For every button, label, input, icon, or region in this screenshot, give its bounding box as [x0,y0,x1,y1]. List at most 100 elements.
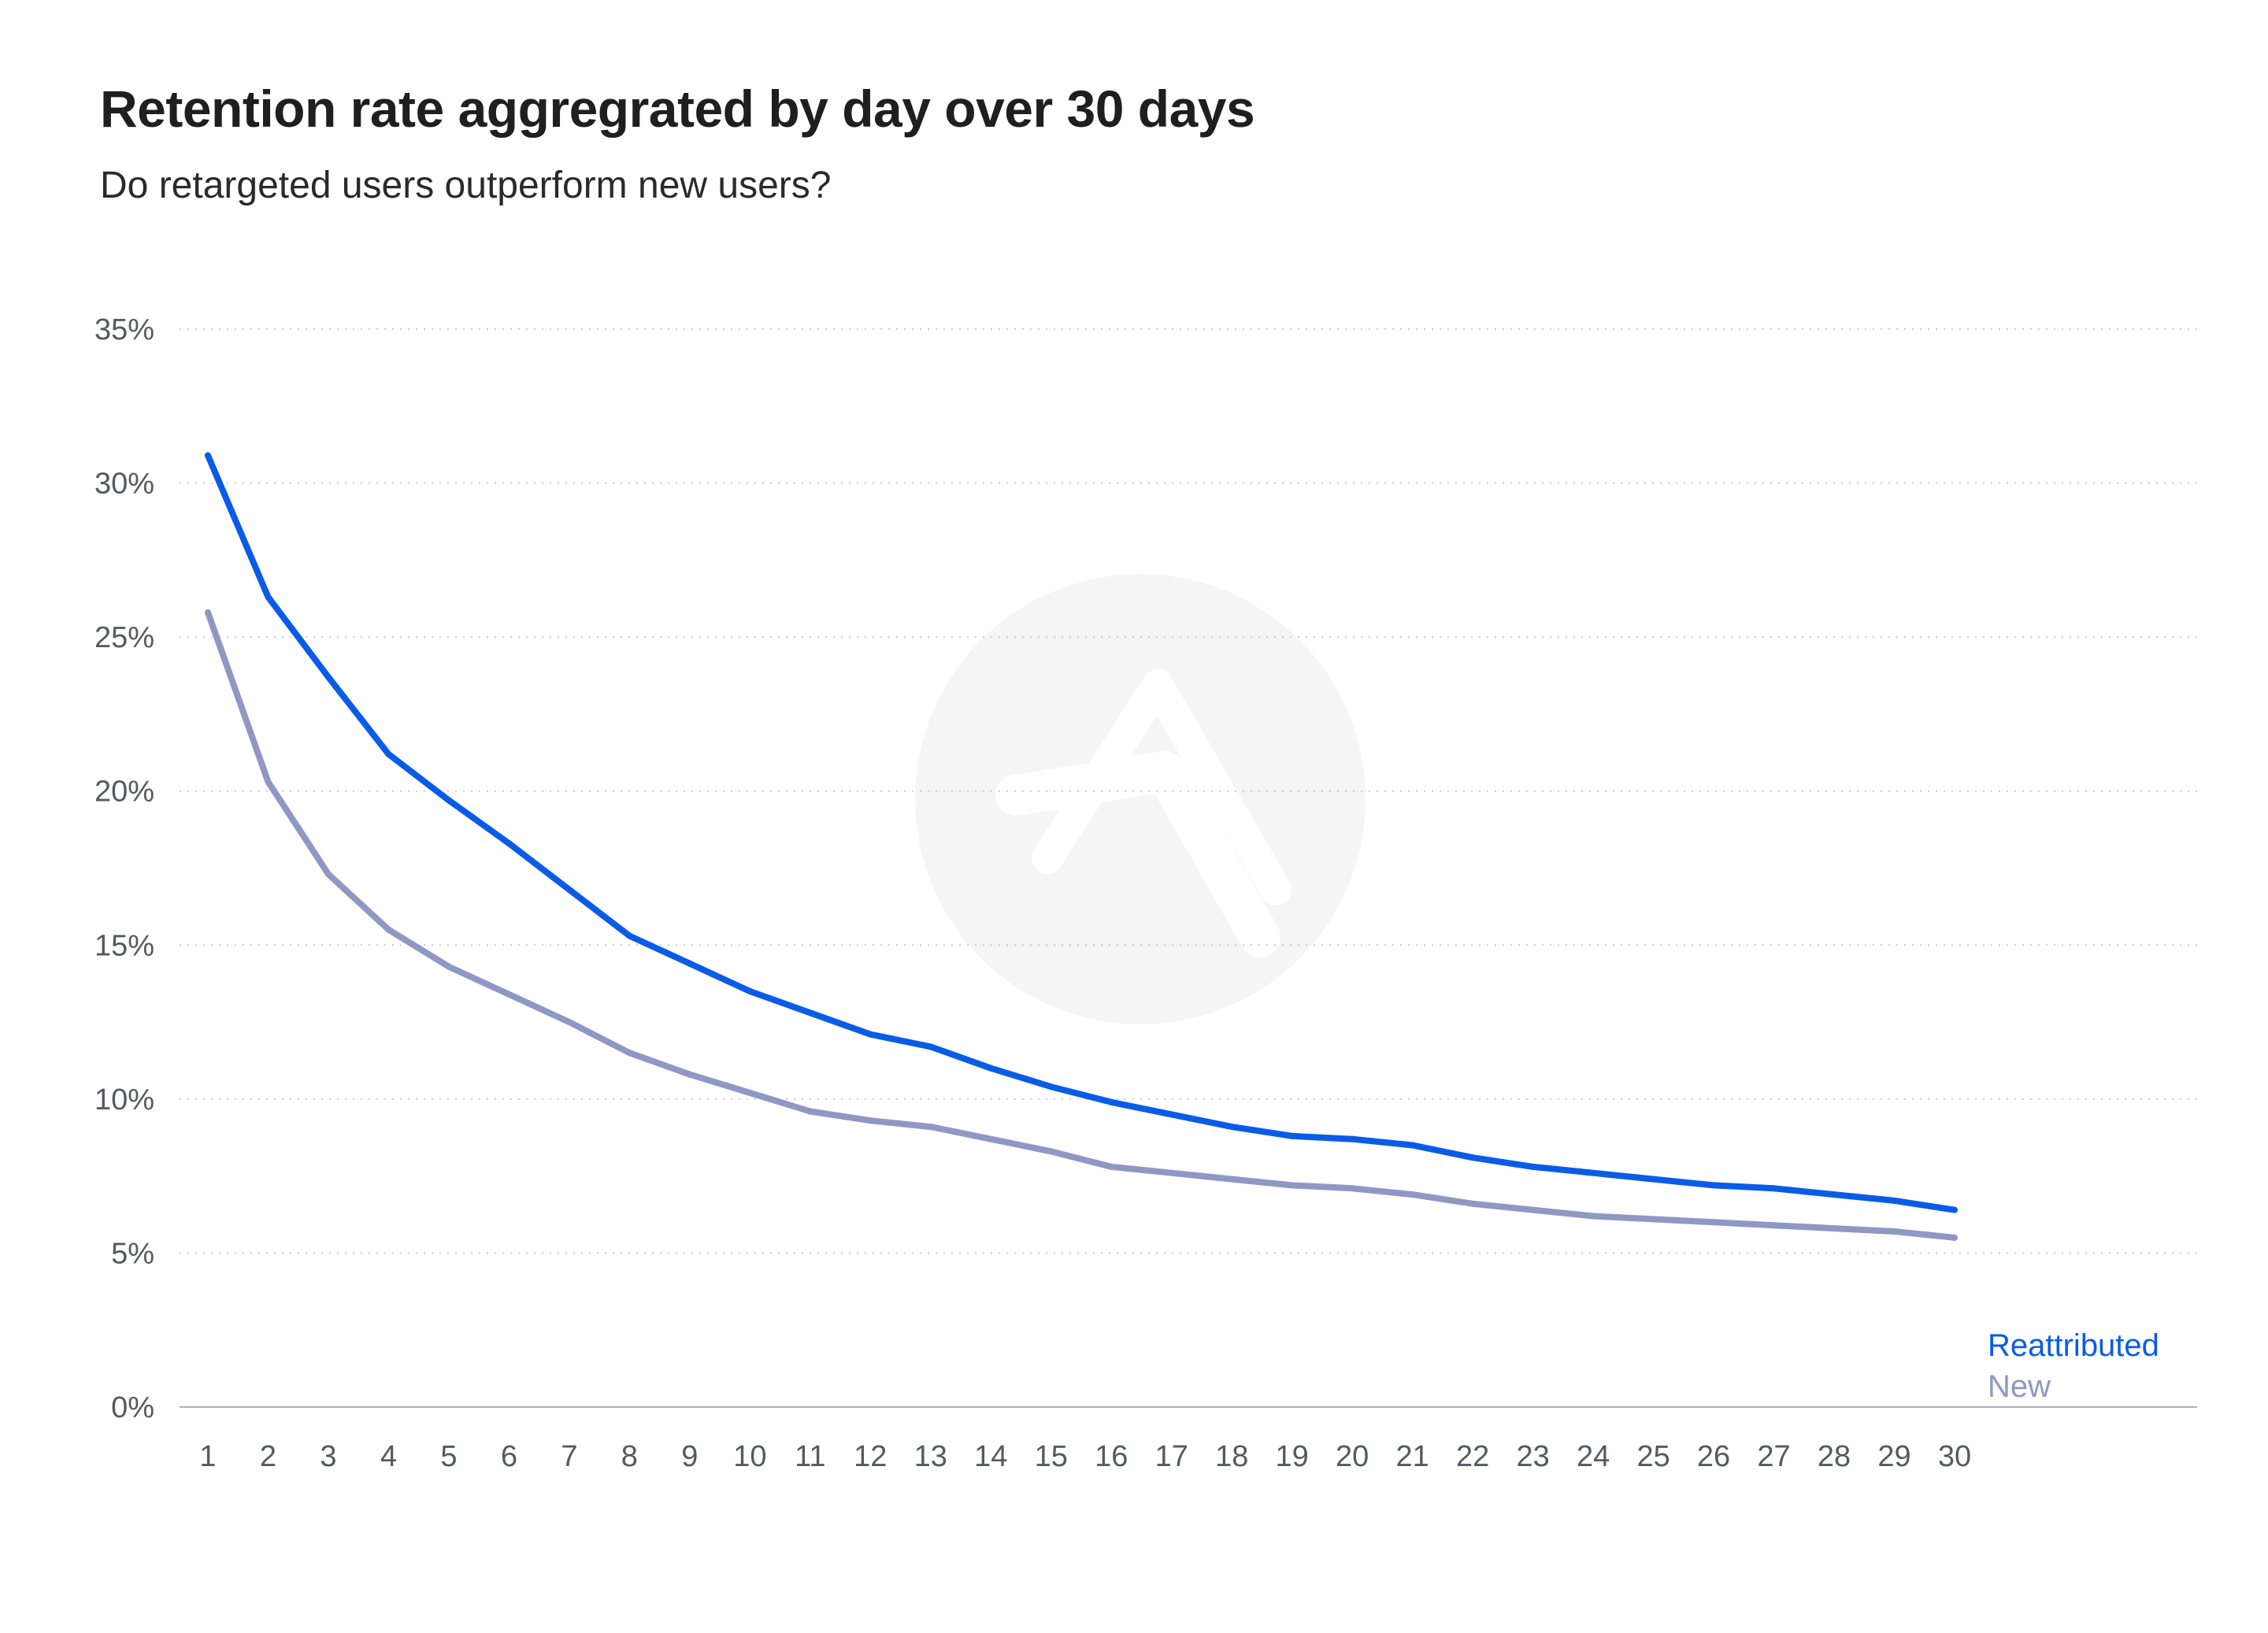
data-point-new [1228,1176,1236,1183]
data-point-reattributed [1590,1169,1597,1176]
x-tick-label: 10 [733,1440,766,1473]
data-point-reattributed [867,1031,874,1038]
series-lines [205,452,1958,1241]
data-point-reattributed [205,452,211,459]
data-point-new [867,1117,874,1124]
x-tick-label: 6 [501,1440,517,1473]
data-point-new [927,1124,934,1131]
data-point-reattributed [1469,1154,1477,1161]
data-point-new [1108,1163,1115,1170]
data-point-reattributed [1951,1206,1958,1213]
data-point-reattributed [988,1065,995,1072]
chart-subtitle: Do retargeted users outperform new users… [100,165,832,206]
data-point-reattributed [1108,1098,1115,1105]
x-tick-label: 12 [854,1440,887,1473]
x-tick-label: 7 [561,1440,577,1473]
data-point-new [747,1090,754,1097]
data-point-new [1469,1200,1477,1207]
x-tick-label: 24 [1577,1440,1610,1473]
y-tick-label: 30% [94,468,154,501]
x-tick-label: 11 [795,1440,825,1473]
data-point-reattributed [806,1009,813,1016]
x-tick-label: 14 [974,1440,1007,1473]
series-line-new [205,609,1958,1241]
data-point-new [1168,1169,1175,1176]
x-tick-label: 13 [914,1440,947,1473]
data-point-new [1951,1234,1958,1241]
data-point-new [1650,1216,1657,1223]
data-point-reattributed [1168,1111,1175,1118]
data-point-reattributed [686,960,693,967]
data-point-new [1288,1182,1295,1189]
legend: Reattributed New [1988,1328,2159,1404]
y-tick-label: 5% [111,1237,154,1270]
y-tick-label: 10% [94,1083,154,1116]
data-point-new [1710,1219,1718,1226]
data-point-new [626,1050,633,1057]
data-point-new [988,1135,995,1142]
data-point-reattributed [1891,1197,1898,1204]
x-tick-label: 29 [1877,1440,1910,1473]
x-tick-label: 2 [260,1440,276,1473]
data-point-reattributed [927,1043,934,1050]
data-point-new [806,1108,813,1115]
data-point-reattributed [1710,1182,1718,1189]
data-point-reattributed [1228,1124,1236,1131]
x-tick-label: 26 [1697,1440,1730,1473]
x-tick-label: 18 [1215,1440,1248,1473]
gridlines [180,328,2197,1254]
data-point-reattributed [1288,1132,1295,1139]
data-point-reattributed [565,886,573,893]
x-tick-label: 9 [681,1440,698,1473]
data-point-new [1529,1206,1536,1213]
data-point-new [686,1071,693,1078]
x-tick-label: 5 [440,1440,457,1473]
data-point-reattributed [265,594,272,601]
data-point-reattributed [506,840,513,847]
y-tick-label: 15% [94,929,154,962]
x-tick-label: 17 [1155,1440,1188,1473]
data-point-new [1409,1191,1416,1198]
data-point-new [565,1019,573,1026]
watermark-logo-icon [915,574,1366,1024]
data-point-reattributed [1650,1176,1657,1183]
x-tick-label: 16 [1095,1440,1128,1473]
x-tick-label: 3 [320,1440,336,1473]
data-point-reattributed [324,673,332,680]
data-point-new [1349,1185,1356,1192]
x-tick-label: 8 [621,1440,638,1473]
x-tick-label: 20 [1336,1440,1369,1473]
data-point-reattributed [626,932,633,939]
data-point-reattributed [385,750,392,757]
data-point-new [1831,1225,1838,1232]
x-tick-label: 28 [1818,1440,1851,1473]
data-point-new [324,871,332,878]
data-point-reattributed [1770,1185,1777,1192]
legend-label-new: New [1988,1369,2051,1404]
data-point-reattributed [747,987,754,994]
y-tick-label: 35% [94,313,154,346]
x-tick-label: 22 [1456,1440,1489,1473]
data-point-new [1891,1228,1898,1235]
data-point-new [1770,1222,1777,1229]
x-tick-label: 19 [1276,1440,1309,1473]
chart-title: Retention rate aggregrated by day over 3… [100,80,1255,138]
data-point-new [1590,1213,1597,1220]
y-tick-label: 20% [94,776,154,809]
x-tick-label: 4 [380,1440,397,1473]
x-tick-label: 21 [1396,1440,1429,1473]
data-point-new [385,926,392,933]
data-point-new [1047,1148,1054,1155]
data-point-reattributed [1529,1163,1536,1170]
data-point-new [445,963,452,970]
data-point-reattributed [1831,1191,1838,1198]
data-point-new [265,778,272,785]
data-point-new [205,609,211,616]
legend-label-reattributed: Reattributed [1988,1328,2159,1363]
x-tick-label: 15 [1035,1440,1068,1473]
x-tick-label: 25 [1636,1440,1670,1473]
x-tick-label: 30 [1938,1440,1971,1473]
x-tick-label: 1 [199,1440,216,1473]
y-tick-label: 0% [111,1391,154,1424]
